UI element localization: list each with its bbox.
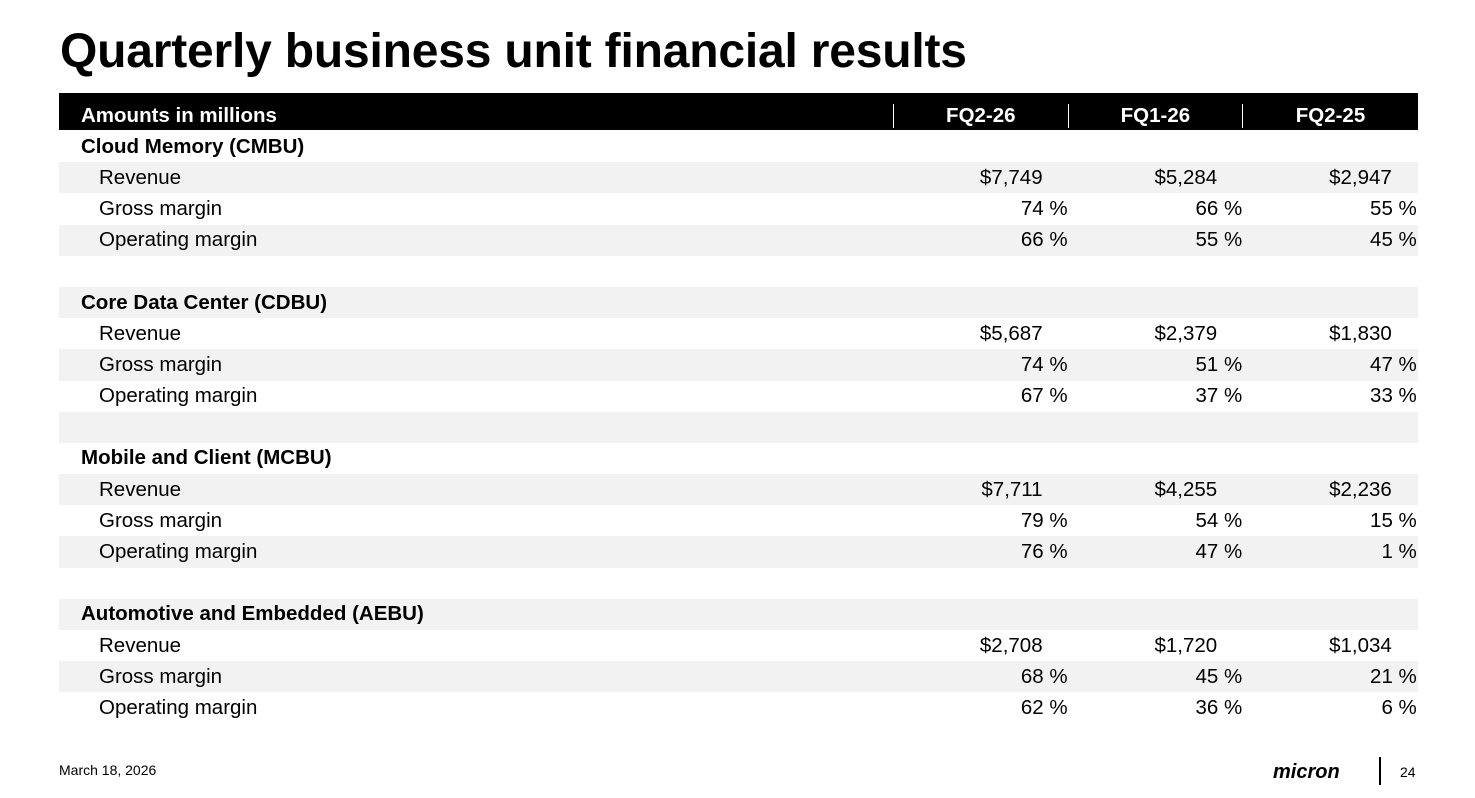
section-label: Automotive and Embedded (AEBU) bbox=[81, 602, 424, 626]
cell-value: 45 % bbox=[1195, 664, 1243, 688]
row-label: Gross margin bbox=[99, 196, 223, 220]
row-label: Operating margin bbox=[99, 384, 258, 408]
cell-value: $2,236 bbox=[1329, 477, 1392, 501]
cell-value: 36 % bbox=[1195, 695, 1243, 719]
cell-value: 55 % bbox=[1370, 196, 1417, 220]
logo-wordmark: micron bbox=[1273, 761, 1340, 783]
cell-value: 1 % bbox=[1381, 540, 1417, 564]
cell-value: 15 % bbox=[1370, 508, 1417, 532]
table-row: Gross margin 68 % 45 % 21 % bbox=[59, 661, 1418, 693]
micron-logo: micron bbox=[1273, 761, 1340, 783]
section-label: Core Data Center (CDBU) bbox=[81, 290, 328, 314]
section-row: Cloud Memory (CMBU) bbox=[59, 131, 1418, 162]
cell-value: 66 % bbox=[1195, 196, 1243, 220]
cell-value: 54 % bbox=[1195, 508, 1243, 532]
table-row: Revenue $5,687 $2,379 $1,830 bbox=[59, 318, 1418, 349]
cell-value: $5,284 bbox=[1154, 165, 1218, 189]
cell-value: 62 % bbox=[1020, 695, 1068, 719]
row-label: Revenue bbox=[99, 477, 182, 501]
row-label: Gross margin bbox=[99, 352, 223, 376]
table-row: Operating margin 76 % 47 % 1 % bbox=[59, 536, 1418, 568]
table-header-row: Amounts in millions FQ2-26 FQ1-26 FQ2-25 bbox=[59, 93, 1418, 131]
cell-value: $7,711 bbox=[981, 477, 1043, 501]
table-row: Gross margin 74 % 66 % 55 % bbox=[59, 193, 1418, 224]
section-label: Cloud Memory (CMBU) bbox=[81, 134, 305, 158]
cell-value: 45 % bbox=[1370, 228, 1417, 252]
column-header: FQ2-25 bbox=[1295, 104, 1366, 127]
header-label: Amounts in millions bbox=[59, 104, 894, 128]
section-row: Mobile and Client (MCBU) bbox=[59, 443, 1418, 474]
row-label: Operating margin bbox=[99, 228, 258, 252]
table-row: Gross margin 74 % 51 % 47 % bbox=[59, 349, 1418, 381]
spacer-row bbox=[59, 411, 1418, 443]
page-title: Quarterly business unit financial result… bbox=[60, 25, 967, 78]
section-row: Core Data Center (CDBU) bbox=[59, 286, 1418, 319]
row-label: Gross margin bbox=[99, 508, 223, 532]
cell-value: 68 % bbox=[1020, 664, 1068, 688]
table-row: Gross margin 79 % 54 % 15 % bbox=[59, 505, 1418, 536]
row-label: Revenue bbox=[99, 633, 182, 657]
spacer-row bbox=[59, 568, 1418, 599]
cell-value: $2,708 bbox=[979, 633, 1043, 657]
column-header: FQ2-26 bbox=[894, 104, 1069, 128]
table-row: Operating margin 67 % 37 % 33 % bbox=[59, 381, 1418, 412]
cell-value: 76 % bbox=[1020, 540, 1068, 564]
cell-value: $7,749 bbox=[979, 165, 1043, 189]
cell-value: $4,255 bbox=[1154, 477, 1218, 501]
cell-value: $1,720 bbox=[1154, 633, 1218, 657]
table-row: Revenue $7,749 $5,284 $2,947 bbox=[59, 162, 1418, 194]
cell-value: 6 % bbox=[1381, 695, 1417, 719]
column-header: FQ1-26 bbox=[1069, 104, 1244, 128]
cell-value: 74 % bbox=[1020, 352, 1068, 376]
table-row: Operating margin 66 % 55 % 45 % bbox=[59, 224, 1418, 256]
cell-value: $1,034 bbox=[1329, 633, 1392, 657]
page-number: 24 bbox=[1400, 764, 1416, 780]
cell-value: $2,947 bbox=[1329, 165, 1392, 189]
row-label: Revenue bbox=[99, 321, 182, 345]
cell-value: 67 % bbox=[1020, 384, 1068, 408]
section-label: Mobile and Client (MCBU) bbox=[81, 446, 332, 470]
cell-value: $2,379 bbox=[1154, 321, 1218, 345]
spacer-row bbox=[59, 256, 1418, 287]
financial-results-table: Amounts in millions FQ2-26 FQ1-26 FQ2-25… bbox=[59, 93, 1418, 724]
cell-value: 37 % bbox=[1195, 384, 1243, 408]
table-row: Operating margin 62 % 36 % 6 % bbox=[59, 692, 1418, 723]
footer-divider bbox=[1379, 757, 1381, 785]
cell-value: 74 % bbox=[1020, 196, 1068, 220]
row-label: Operating margin bbox=[99, 695, 258, 719]
section-row: Automotive and Embedded (AEBU) bbox=[59, 598, 1418, 630]
row-label: Revenue bbox=[99, 165, 182, 189]
cell-value: 21 % bbox=[1370, 664, 1417, 688]
cell-value: 51 % bbox=[1195, 352, 1243, 376]
cell-value: 66 % bbox=[1020, 228, 1068, 252]
footer-date: March 18, 2026 bbox=[59, 762, 157, 778]
cell-value: 47 % bbox=[1195, 540, 1243, 564]
cell-value: 33 % bbox=[1370, 384, 1417, 408]
row-label: Gross margin bbox=[99, 664, 223, 688]
row-label: Operating margin bbox=[99, 540, 258, 564]
cell-value: 79 % bbox=[1020, 508, 1068, 532]
table-row: Revenue $2,708 $1,720 $1,034 bbox=[59, 630, 1418, 661]
cell-value: 55 % bbox=[1195, 228, 1243, 252]
cell-value: $5,687 bbox=[979, 321, 1043, 345]
cell-value: 47 % bbox=[1370, 352, 1417, 376]
table-row: Revenue $7,711 $4,255 $2,236 bbox=[59, 474, 1418, 506]
cell-value: $1,830 bbox=[1329, 321, 1392, 345]
